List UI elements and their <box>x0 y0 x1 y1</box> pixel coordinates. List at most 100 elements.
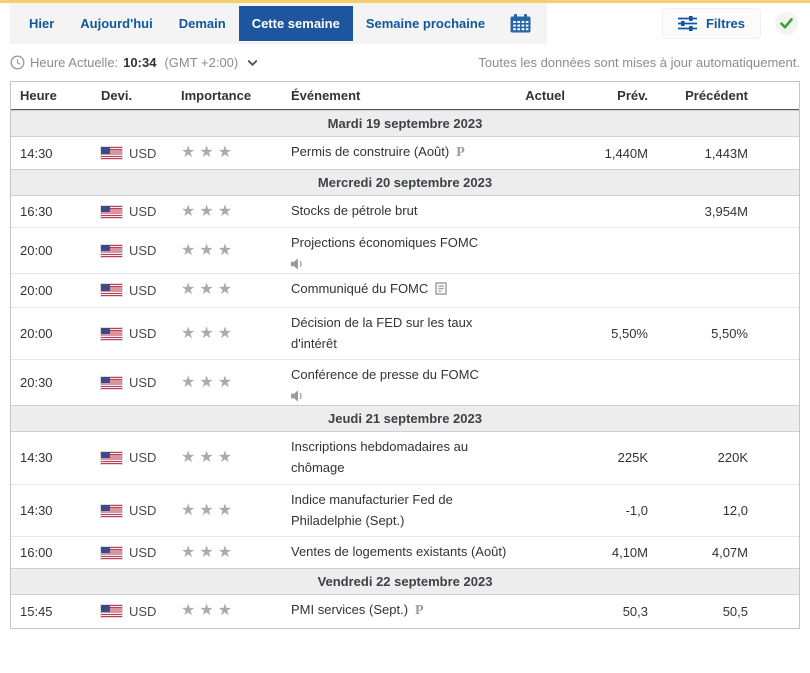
filters-applied-check[interactable] <box>775 12 798 35</box>
event-row: 20:30USD★★★Conférence de presse du FOMC <box>11 360 799 406</box>
event-name[interactable]: Ventes de logements existants (Août) <box>291 544 506 559</box>
star-icon: ★ <box>199 502 217 519</box>
event-row: 16:30USD★★★Stocks de pétrole brut3,954M <box>11 196 799 228</box>
tab-cette-semaine[interactable]: Cette semaine <box>239 6 353 41</box>
currency-cell: USD <box>101 503 181 518</box>
star-icon: ★ <box>181 449 199 466</box>
calendar-picker-button[interactable] <box>498 3 543 44</box>
chevron-down-icon <box>248 60 259 66</box>
status-bar: Heure Actuelle: 10:34 (GMT +2:00) Toutes… <box>0 44 810 79</box>
star-icon: ★ <box>181 203 199 220</box>
currency-cell: USD <box>101 243 181 258</box>
event-name[interactable]: Permis de construire (Août) <box>291 144 449 159</box>
currency-cell: USD <box>101 204 181 219</box>
tab-demain[interactable]: Demain <box>166 3 239 44</box>
event-cell: Permis de construire (Août) P <box>289 142 514 164</box>
forecast-value: 1,440M <box>569 146 652 161</box>
currency-code: USD <box>129 450 156 465</box>
preliminary-icon: P <box>456 145 465 160</box>
importance-stars: ★★★ <box>181 450 289 466</box>
event-name[interactable]: Communiqué du FOMC <box>291 281 428 296</box>
preliminary-icon: P <box>415 603 424 618</box>
currency-cell: USD <box>101 375 181 390</box>
us-flag-icon <box>101 284 122 296</box>
event-time: 20:00 <box>11 243 101 258</box>
star-icon: ★ <box>181 544 199 561</box>
timezone-value: (GMT +2:00) <box>164 55 238 70</box>
event-time: 14:30 <box>11 450 101 465</box>
event-row: 20:00USD★★★Décision de la FED sur les ta… <box>11 308 799 361</box>
currency-cell: USD <box>101 326 181 341</box>
event-time: 20:00 <box>11 326 101 341</box>
currency-code: USD <box>129 604 156 619</box>
event-cell: Ventes de logements existants (Août) <box>289 542 514 563</box>
event-name[interactable]: Inscriptions hebdomadaires au chômage <box>291 439 468 475</box>
currency-cell: USD <box>101 146 181 161</box>
star-icon: ★ <box>218 325 236 342</box>
event-time: 20:30 <box>11 375 101 390</box>
event-name[interactable]: PMI services (Sept.) <box>291 602 408 617</box>
filters-button[interactable]: Filtres <box>662 8 761 39</box>
forecast-value: 4,10M <box>569 545 652 560</box>
previous-value: 50,5 <box>652 604 752 619</box>
event-time: 16:30 <box>11 204 101 219</box>
tab-hier[interactable]: Hier <box>16 3 67 44</box>
star-icon: ★ <box>181 325 199 342</box>
event-name[interactable]: Indice manufacturier Fed de Philadelphie… <box>291 492 453 528</box>
previous-value: 4,07M <box>652 545 752 560</box>
tab-semaine-prochaine[interactable]: Semaine prochaine <box>353 3 498 44</box>
event-name[interactable]: Stocks de pétrole brut <box>291 203 417 218</box>
event-name[interactable]: Conférence de presse du FOMC <box>291 367 479 382</box>
col-header-prev: Prév. <box>569 88 652 103</box>
calendar-icon <box>510 14 531 33</box>
currency-cell: USD <box>101 283 181 298</box>
event-time: 14:30 <box>11 503 101 518</box>
us-flag-icon <box>101 377 122 389</box>
forecast-value: 5,50% <box>569 326 652 341</box>
current-time-value: 10:34 <box>123 55 156 70</box>
event-name[interactable]: Projections économiques FOMC <box>291 235 478 250</box>
importance-stars: ★★★ <box>181 326 289 342</box>
us-flag-icon <box>101 147 122 159</box>
star-icon: ★ <box>218 502 236 519</box>
star-icon: ★ <box>199 281 217 298</box>
star-icon: ★ <box>199 544 217 561</box>
star-icon: ★ <box>181 144 199 161</box>
currency-code: USD <box>129 375 156 390</box>
us-flag-icon <box>101 206 122 218</box>
event-cell: Décision de la FED sur les taux d'intérê… <box>289 313 514 355</box>
event-row: 20:00USD★★★Projections économiques FOMC <box>11 228 799 274</box>
event-row: 14:30 USD ★★★Inscriptions hebdomadaires au… <box>11 432 799 485</box>
star-icon: ★ <box>181 502 199 519</box>
date-header: Mercredi 20 septembre 2023 <box>11 169 799 196</box>
col-header-precedent: Précédent <box>652 88 752 103</box>
currency-code: USD <box>129 326 156 341</box>
importance-stars: ★★★ <box>181 503 289 519</box>
economic-calendar-table: HeureDevi.ImportanceÉvénementActuelPrév.… <box>10 81 800 629</box>
star-icon: ★ <box>218 203 236 220</box>
auto-update-note: Toutes les données sont mises à jour aut… <box>478 55 800 70</box>
star-icon: ★ <box>199 203 217 220</box>
importance-stars: ★★★ <box>181 204 289 220</box>
event-cell: Indice manufacturier Fed de Philadelphie… <box>289 490 514 532</box>
importance-stars: ★★★ <box>181 545 289 561</box>
timezone-selector[interactable]: Heure Actuelle: 10:34 (GMT +2:00) <box>10 55 259 70</box>
us-flag-icon <box>101 328 122 340</box>
us-flag-icon <box>101 505 122 517</box>
star-icon: ★ <box>199 242 217 259</box>
tab-aujourdhui[interactable]: Aujourd'hui <box>67 3 165 44</box>
star-icon: ★ <box>199 144 217 161</box>
event-name[interactable]: Décision de la FED sur les taux d'intérê… <box>291 315 472 351</box>
speech-icon <box>291 256 514 268</box>
filter-sliders-icon <box>678 16 697 31</box>
star-icon: ★ <box>181 242 199 259</box>
toolbar-right: Filtres <box>662 8 800 39</box>
star-icon: ★ <box>199 449 217 466</box>
table-header-row: HeureDevi.ImportanceÉvénementActuelPrév.… <box>11 82 799 111</box>
col-header-devi: Devi. <box>101 88 181 103</box>
importance-stars: ★★★ <box>181 603 289 619</box>
currency-cell: USD <box>101 604 181 619</box>
col-header-evenement: Événement <box>289 88 514 103</box>
star-icon: ★ <box>181 374 199 391</box>
previous-value: 220K <box>652 450 752 465</box>
